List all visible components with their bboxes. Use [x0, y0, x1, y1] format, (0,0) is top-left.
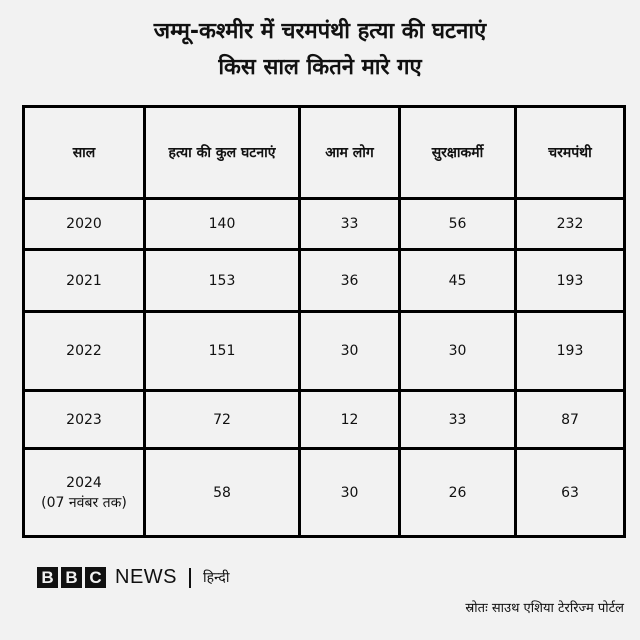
- militants-cell: 87: [514, 389, 626, 450]
- header-year: साल: [22, 105, 146, 200]
- title-line-2: किस साल कितने मारे गए: [218, 55, 422, 80]
- militants-cell: 232: [514, 197, 626, 251]
- total-incidents-cell: 153: [143, 248, 301, 313]
- year-cell: 2022: [22, 310, 146, 392]
- header-civilians: आम लोग: [298, 105, 401, 200]
- security-forces-cell: 56: [398, 197, 517, 251]
- news-wordmark: NEWS: [115, 566, 177, 588]
- civilians-cell: 12: [298, 389, 401, 450]
- security-forces-cell: 33: [398, 389, 517, 450]
- civilians-cell: 30: [298, 447, 401, 538]
- militants-cell: 193: [514, 310, 626, 392]
- militants-cell: 193: [514, 248, 626, 313]
- language-label: हिन्दी: [203, 570, 230, 586]
- year-cell: 2020: [22, 197, 146, 251]
- header-row: साल हत्या की कुल घटनाएं आम लोग सुरक्षाकर…: [22, 105, 626, 200]
- bbc-logo-letter-c: C: [85, 567, 106, 588]
- header-security-forces: सुरक्षाकर्मी: [398, 105, 517, 200]
- header-total-incidents: हत्या की कुल घटनाएं: [143, 105, 301, 200]
- security-forces-cell: 26: [398, 447, 517, 538]
- table-row: 2023 72 12 33 87: [22, 389, 626, 450]
- security-forces-cell: 30: [398, 310, 517, 392]
- chart-title: जम्मू-कश्मीर में चरमपंथी हत्या की घटनाएं…: [0, 14, 640, 86]
- logo-separator: [189, 567, 191, 588]
- year-note: (07 नवंबर तक): [41, 494, 127, 511]
- militants-cell: 63: [514, 447, 626, 538]
- civilians-cell: 33: [298, 197, 401, 251]
- table-row: 2020 140 33 56 232: [22, 197, 626, 251]
- title-line-1: जम्मू-कश्मीर में चरमपंथी हत्या की घटनाएं: [153, 19, 487, 44]
- year-cell: 2021: [22, 248, 146, 313]
- civilians-cell: 30: [298, 310, 401, 392]
- total-incidents-cell: 72: [143, 389, 301, 450]
- header-total-incidents-label: हत्या की कुल घटनाएं: [168, 144, 276, 161]
- table-row: 2024 (07 नवंबर तक) 58 30 26 63: [22, 447, 626, 538]
- bbc-logo-letter-b1: B: [37, 567, 58, 588]
- bbc-logo-letter-b2: B: [61, 567, 82, 588]
- security-forces-cell: 45: [398, 248, 517, 313]
- table-row: 2022 151 30 30 193: [22, 310, 626, 392]
- total-incidents-cell: 58: [143, 447, 301, 538]
- table-row: 2021 153 36 45 193: [22, 248, 626, 313]
- year-cell: 2024 (07 नवंबर तक): [22, 447, 146, 538]
- bbc-news-hindi-logo: B B C NEWS हिन्दी: [37, 566, 229, 589]
- year-cell: 2023: [22, 389, 146, 450]
- year-value: 2024: [66, 474, 102, 491]
- data-table: साल हत्या की कुल घटनाएं आम लोग सुरक्षाकर…: [22, 105, 626, 538]
- total-incidents-cell: 140: [143, 197, 301, 251]
- header-militants: चरमपंथी: [514, 105, 626, 200]
- civilians-cell: 36: [298, 248, 401, 313]
- total-incidents-cell: 151: [143, 310, 301, 392]
- source-credit: स्रोतः साउथ एशिया टेररिज्म पोर्टल: [465, 601, 624, 616]
